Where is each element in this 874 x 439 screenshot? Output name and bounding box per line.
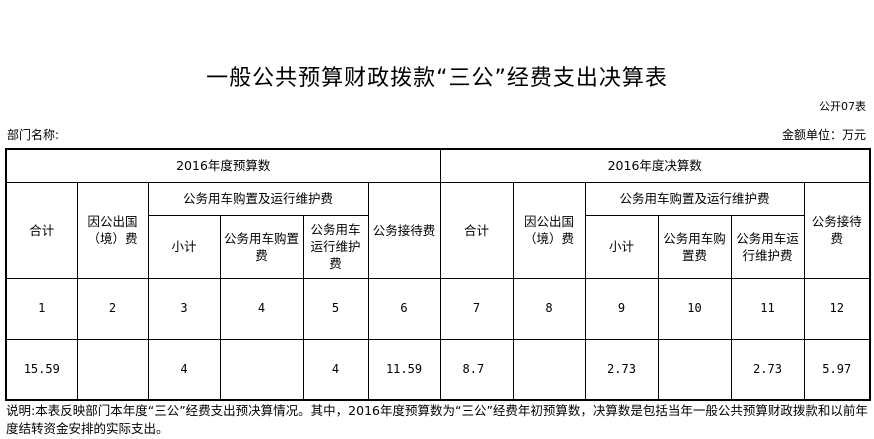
footnote: 说明:本表反映部门本年度“三公”经费支出预决算情况。其中，2016年度预算数为“… bbox=[6, 403, 868, 436]
value-cell: 15.59 bbox=[5, 338, 78, 401]
value-cell: 2.73 bbox=[730, 338, 805, 401]
group-budget: 2016年度预算数 bbox=[5, 148, 441, 183]
page-title: 一般公共预算财政拨款“三公”经费支出决算表 bbox=[206, 66, 668, 91]
group-final: 2016年度决算数 bbox=[439, 148, 871, 183]
index-cell: 9 bbox=[584, 277, 659, 340]
index-row: 1 2 3 4 5 6 7 8 9 10 11 12 bbox=[5, 277, 871, 340]
header-operation: 公务用车运行维护费 bbox=[730, 214, 805, 279]
header-purchase: 公务用车购置费 bbox=[657, 214, 732, 279]
value-cell: 11.59 bbox=[367, 338, 441, 401]
value-cell: 4 bbox=[147, 338, 221, 401]
header-abroad: 因公出国（境）费 bbox=[76, 181, 149, 279]
value-cell bbox=[219, 338, 304, 401]
index-cell: 1 bbox=[5, 277, 78, 340]
header-operation: 公务用车运行维护费 bbox=[302, 214, 369, 279]
index-cell: 5 bbox=[302, 277, 369, 340]
header-abroad: 因公出国（境）费 bbox=[512, 181, 586, 279]
index-cell: 6 bbox=[367, 277, 441, 340]
index-cell: 4 bbox=[219, 277, 304, 340]
index-cell: 11 bbox=[730, 277, 805, 340]
header-reception: 公务接待费 bbox=[803, 181, 871, 279]
index-cell: 10 bbox=[657, 277, 732, 340]
index-cell: 2 bbox=[76, 277, 149, 340]
department-label: 部门名称: bbox=[7, 128, 60, 142]
table-code: 公开07表 bbox=[819, 100, 866, 113]
header-subtotal: 小计 bbox=[584, 214, 659, 279]
header-reception: 公务接待费 bbox=[367, 181, 441, 279]
value-cell: 4 bbox=[302, 338, 369, 401]
value-cell: 5.97 bbox=[803, 338, 871, 401]
index-cell: 7 bbox=[439, 277, 514, 340]
value-cell bbox=[657, 338, 732, 401]
header-purchase: 公务用车购置费 bbox=[219, 214, 304, 279]
value-cell bbox=[512, 338, 586, 401]
value-cell: 8.7 bbox=[439, 338, 514, 401]
index-cell: 3 bbox=[147, 277, 221, 340]
header-vehicle-group: 公务用车购置及运行维护费 bbox=[147, 181, 369, 216]
index-cell: 8 bbox=[512, 277, 586, 340]
expense-table: 2016年度预算数 2016年度决算数 合计 因公出国（境）费 公务用车购置及运… bbox=[5, 148, 871, 401]
header-subtotal: 小计 bbox=[147, 214, 221, 279]
header-total: 合计 bbox=[439, 181, 514, 279]
header-total: 合计 bbox=[5, 181, 78, 279]
unit-label: 金额单位：万元 bbox=[781, 128, 866, 142]
value-cell: 2.73 bbox=[584, 338, 659, 401]
data-row: 15.59 4 4 11.59 8.7 2.73 2.73 5.97 bbox=[5, 338, 871, 401]
value-cell bbox=[76, 338, 149, 401]
index-cell: 12 bbox=[803, 277, 871, 340]
header-vehicle-group: 公务用车购置及运行维护费 bbox=[584, 181, 805, 216]
